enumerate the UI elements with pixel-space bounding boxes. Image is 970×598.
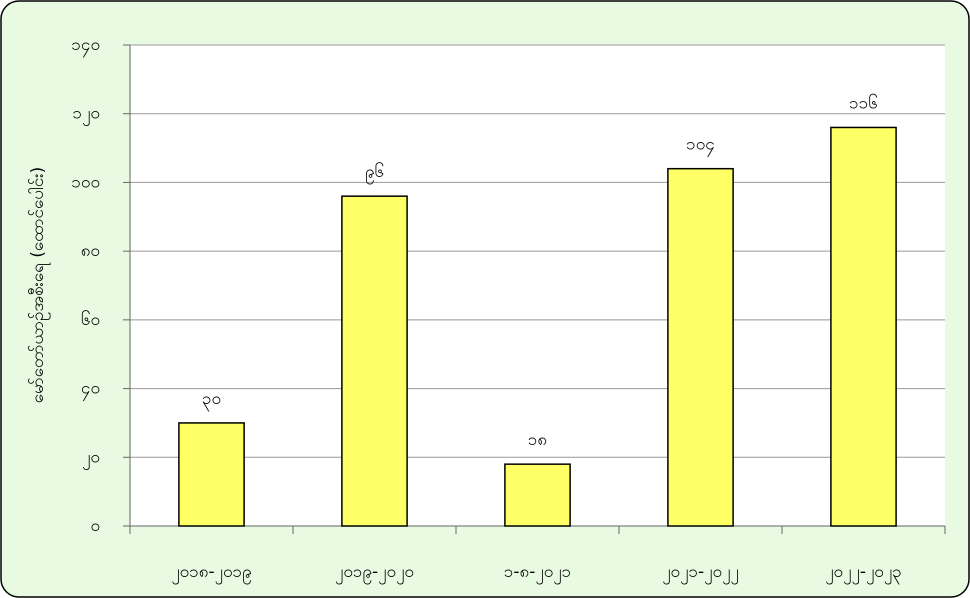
x-tick-label: ၂၀၁၈-၂၀၁၉ xyxy=(171,562,251,585)
y-axis-label: မော်တော်ယာဉ်အစီးရေ (ထောင်ပေါင်း) xyxy=(27,167,51,403)
data-label: ၉၆ xyxy=(365,161,384,185)
y-tick-label: ၂၀ xyxy=(82,447,100,470)
y-tick-label: ၄၀ xyxy=(81,379,100,402)
y-tick-label: ၆၀ xyxy=(81,309,100,330)
data-label: ၃၀ xyxy=(202,389,221,412)
y-tick-label: ၈၀ xyxy=(81,241,100,261)
y-tick-label: ၁၄၀ xyxy=(71,35,100,58)
y-tick-label: ၀ xyxy=(90,516,100,536)
data-label: ၁၀၄ xyxy=(686,135,715,158)
bar xyxy=(667,167,734,527)
bar xyxy=(504,463,571,527)
x-tick-label: ၂၀၁၉-၂၀၂၀ xyxy=(335,562,414,585)
y-tick-label: ၁၀၀ xyxy=(71,172,100,192)
x-tick-label: ၁-၈-၂၀၂၁ xyxy=(504,562,571,585)
y-tick-label: ၁၂၀ xyxy=(73,104,100,127)
bar xyxy=(178,422,245,527)
x-tick-label: ၂၀၂၂-၂၀၂၃ xyxy=(825,562,902,585)
x-tick-label: ၂၀၂၁-၂၀၂၂ xyxy=(662,562,739,585)
data-label: ၁၁၆ xyxy=(849,92,878,113)
bar xyxy=(830,126,897,527)
data-label: ၁၈ xyxy=(528,430,547,450)
plot-area xyxy=(130,45,945,526)
bar xyxy=(341,195,408,527)
